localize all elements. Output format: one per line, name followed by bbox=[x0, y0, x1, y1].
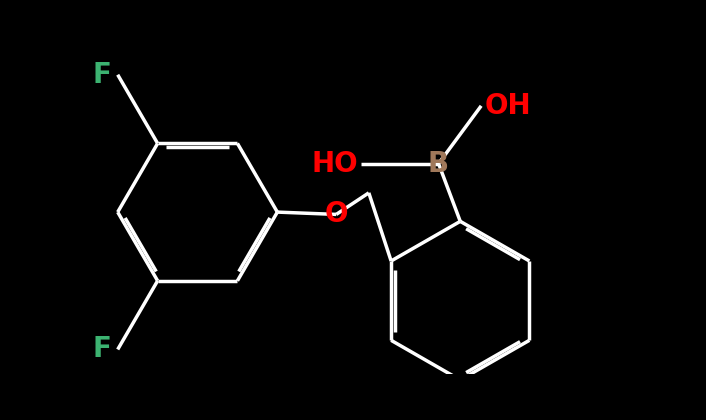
Text: B: B bbox=[428, 150, 449, 178]
Text: F: F bbox=[92, 61, 112, 89]
Text: OH: OH bbox=[484, 92, 531, 120]
Text: F: F bbox=[92, 336, 112, 363]
Text: HO: HO bbox=[311, 150, 358, 178]
Text: O: O bbox=[325, 200, 348, 228]
